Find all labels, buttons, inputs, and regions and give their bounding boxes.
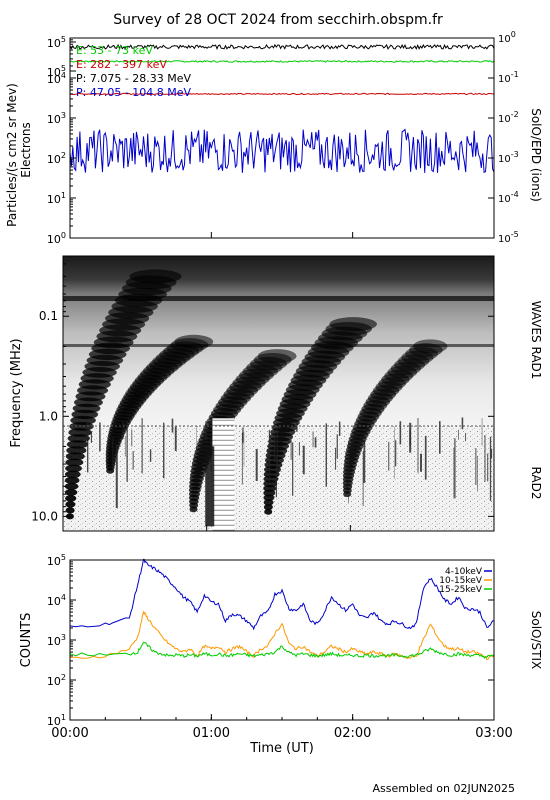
stix-legend-label-0: 4-10keV xyxy=(445,567,483,577)
radio-burst-2 xyxy=(257,349,297,364)
radio-dark-block xyxy=(205,446,215,527)
radio-burst-0 xyxy=(64,488,78,496)
radio-burst-1 xyxy=(174,334,214,349)
radio-burst-3 xyxy=(263,504,273,511)
radio-y-tick-label: 10.0 xyxy=(31,509,58,523)
radio-burst-0 xyxy=(66,446,87,455)
particles-legend-entry-3: P: 47.05 - 104.8 MeV xyxy=(76,86,192,99)
radio-burst-0 xyxy=(64,476,80,484)
particles-series-line-0 xyxy=(69,59,495,63)
particles-legend-entry-1: E: 282 - 397 keV xyxy=(76,58,167,71)
radio-burst-3 xyxy=(264,508,273,515)
rad1-band-2 xyxy=(63,344,494,347)
stix-right-label: SolO/STIX xyxy=(529,611,543,670)
radio-burst-0 xyxy=(65,513,74,520)
particles-y-sublabel: Electrons xyxy=(19,122,33,177)
stix-legend-label-1: 10-15keV xyxy=(439,576,483,586)
particles-series-line-3 xyxy=(69,128,495,174)
stix-x-tick-label: 00:00 xyxy=(51,726,88,741)
stix-x-tick-label: 02:00 xyxy=(334,726,371,741)
stix-series-line-0 xyxy=(69,558,495,631)
radio-burst-3 xyxy=(263,499,274,506)
radio-gap xyxy=(212,418,235,531)
particles-right-label: SolO/EPD (ions) xyxy=(529,108,543,202)
particles-legend-entry-2: P: 7.075 - 28.33 MeV xyxy=(76,72,192,85)
radio-burst-0 xyxy=(65,507,75,514)
radio-y-tick-label: 0.1 xyxy=(39,309,58,323)
radio-y-label: Frequency (MHz) xyxy=(9,338,24,447)
particles-legend-entry-0: E: 53 - 73 keV xyxy=(76,44,153,57)
stix-y-label: COUNTS xyxy=(19,613,34,668)
radio-burst-0 xyxy=(64,482,79,490)
stix-x-tick-label: 01:00 xyxy=(193,726,230,741)
radio-burst-0 xyxy=(129,269,182,284)
radio-panel: 0.1 1.0 10.0 Frequency (MHz) WAVES RAD1 RA… xyxy=(9,255,543,532)
radio-burst-0 xyxy=(65,501,76,508)
stix-legend-label-2: 15-25keV xyxy=(439,585,483,595)
radio-burst-0 xyxy=(65,458,84,467)
particles-y-label: Particles/(s cm2 sr Mev) xyxy=(5,83,19,227)
particles-series-group xyxy=(69,43,495,174)
radio-frame xyxy=(62,255,495,532)
particles-frame xyxy=(69,37,495,239)
stix-series-line-2 xyxy=(69,641,495,659)
radio-right-label-rad2: RAD2 xyxy=(529,467,543,500)
rad1-band xyxy=(63,296,494,301)
radio-right-label-rad1: WAVES RAD1 xyxy=(529,301,543,380)
radio-burst-3 xyxy=(329,317,377,332)
particles-series-line-1 xyxy=(69,92,495,96)
radio-burst-4 xyxy=(413,339,448,354)
stix-series-line-1 xyxy=(69,610,495,661)
radio-burst-0 xyxy=(65,495,77,502)
radio-ticks: 0.1 1.0 10.0 xyxy=(31,263,495,531)
radio-striations xyxy=(77,417,493,531)
stix-x-label: Time (UT) xyxy=(249,741,314,756)
stix-x-tick-label: 03:00 xyxy=(475,726,512,741)
radio-burst-0 xyxy=(65,452,85,461)
particles-series-line-2 xyxy=(69,43,495,51)
radio-burst-0 xyxy=(64,470,81,479)
assembled-footer: Assembled on 02JUN2025 xyxy=(373,782,515,795)
figure-title: Survey of 28 OCT 2024 from secchirh.obsp… xyxy=(113,12,443,28)
radio-y-tick-label: 1.0 xyxy=(39,409,58,423)
stix-series-group xyxy=(69,558,495,661)
